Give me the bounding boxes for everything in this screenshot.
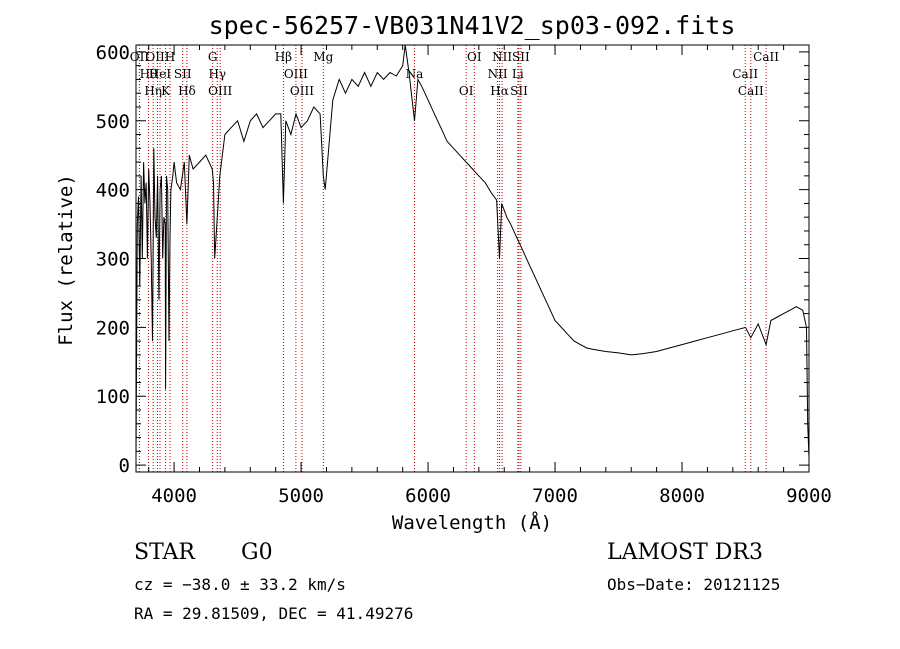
line-marker-label-17: OI [459,84,474,98]
line-marker-label-18: OI [467,50,482,64]
line-marker-label-4: HeI [149,67,172,81]
axis-ticks: 4000 5000 6000 7000 8000 9000 0 100 200 300 400 500… [96,42,832,507]
spectrum-series-line [135,44,810,459]
y-tick-label-5: 500 [96,111,130,133]
line-marker-label-15: Mg [313,50,333,64]
x-tick-label-3: 7000 [532,485,578,507]
line-marker-label-12: Hβ [275,50,292,64]
line-marker-label-14: OIII [290,84,314,98]
line-marker-label-2: Hη [144,84,162,98]
line-marker-label-11: OIII [208,84,232,98]
line-marker-label-19: NII [488,67,508,81]
line-marker-label-25: CaII [732,67,758,81]
line-marker-label-10: Hγ [208,67,226,81]
y-axis-label: Flux (relative) [55,174,77,346]
line-marker-label-3: OIII [145,50,169,64]
line-marker-label-9: G [208,50,218,64]
line-marker-label-26: CaII [738,84,764,98]
y-tick-label-1: 100 [96,386,130,408]
line-marker-label-22: Li [512,67,524,81]
x-tick-label-4: 8000 [659,485,705,507]
line-marker-label-21: NII [492,50,512,64]
line-marker-label-23: SII [510,84,528,98]
survey-name: LAMOST DR3 [607,540,763,565]
y-tick-label-3: 300 [96,249,130,271]
line-marker-label-13: OIII [284,67,308,81]
line-marker-label-6: H [165,50,175,64]
line-marker-label-1: Hθ [140,67,158,81]
x-tick-label-0: 4000 [151,485,197,507]
chart-title: spec-56257-VB031N41V2_sp03-092.fits [209,11,736,40]
y-tick-label-4: 400 [96,180,130,202]
plot-frame [135,44,810,473]
line-marker-label-27: CaII [753,50,779,64]
x-axis-label: Wavelength (Å) [392,511,552,534]
line-marker-label-20: Hα [490,84,509,98]
object-subclass: G0 [241,540,273,565]
x-tick-label-1: 5000 [278,485,324,507]
redshift-value: cz = −38.0 ± 33.2 km/s [134,575,346,594]
line-marker-label-0: OII [130,50,150,64]
x-tick-label-5: 9000 [786,485,832,507]
y-tick-label-0: 0 [119,455,130,477]
line-marker-label-5: K [161,84,171,98]
line-marker-label-24: SII [512,50,530,64]
sky-coordinates: RA = 29.81509, DEC = 41.49276 [134,604,413,623]
x-tick-label-2: 6000 [405,485,451,507]
observation-date: Obs−Date: 20121125 [607,575,780,594]
line-marker-label-7: SII [174,67,192,81]
line-marker-label-8: Hδ [178,84,196,98]
object-class: STAR [134,540,196,565]
y-tick-label-6: 600 [96,42,130,64]
spectral-line-markers: OII Hθ Hη OIII HeI K H SII Hδ G Hγ OIII Hβ OIII OIII Mg… [130,45,779,472]
y-tick-label-2: 200 [96,317,130,339]
